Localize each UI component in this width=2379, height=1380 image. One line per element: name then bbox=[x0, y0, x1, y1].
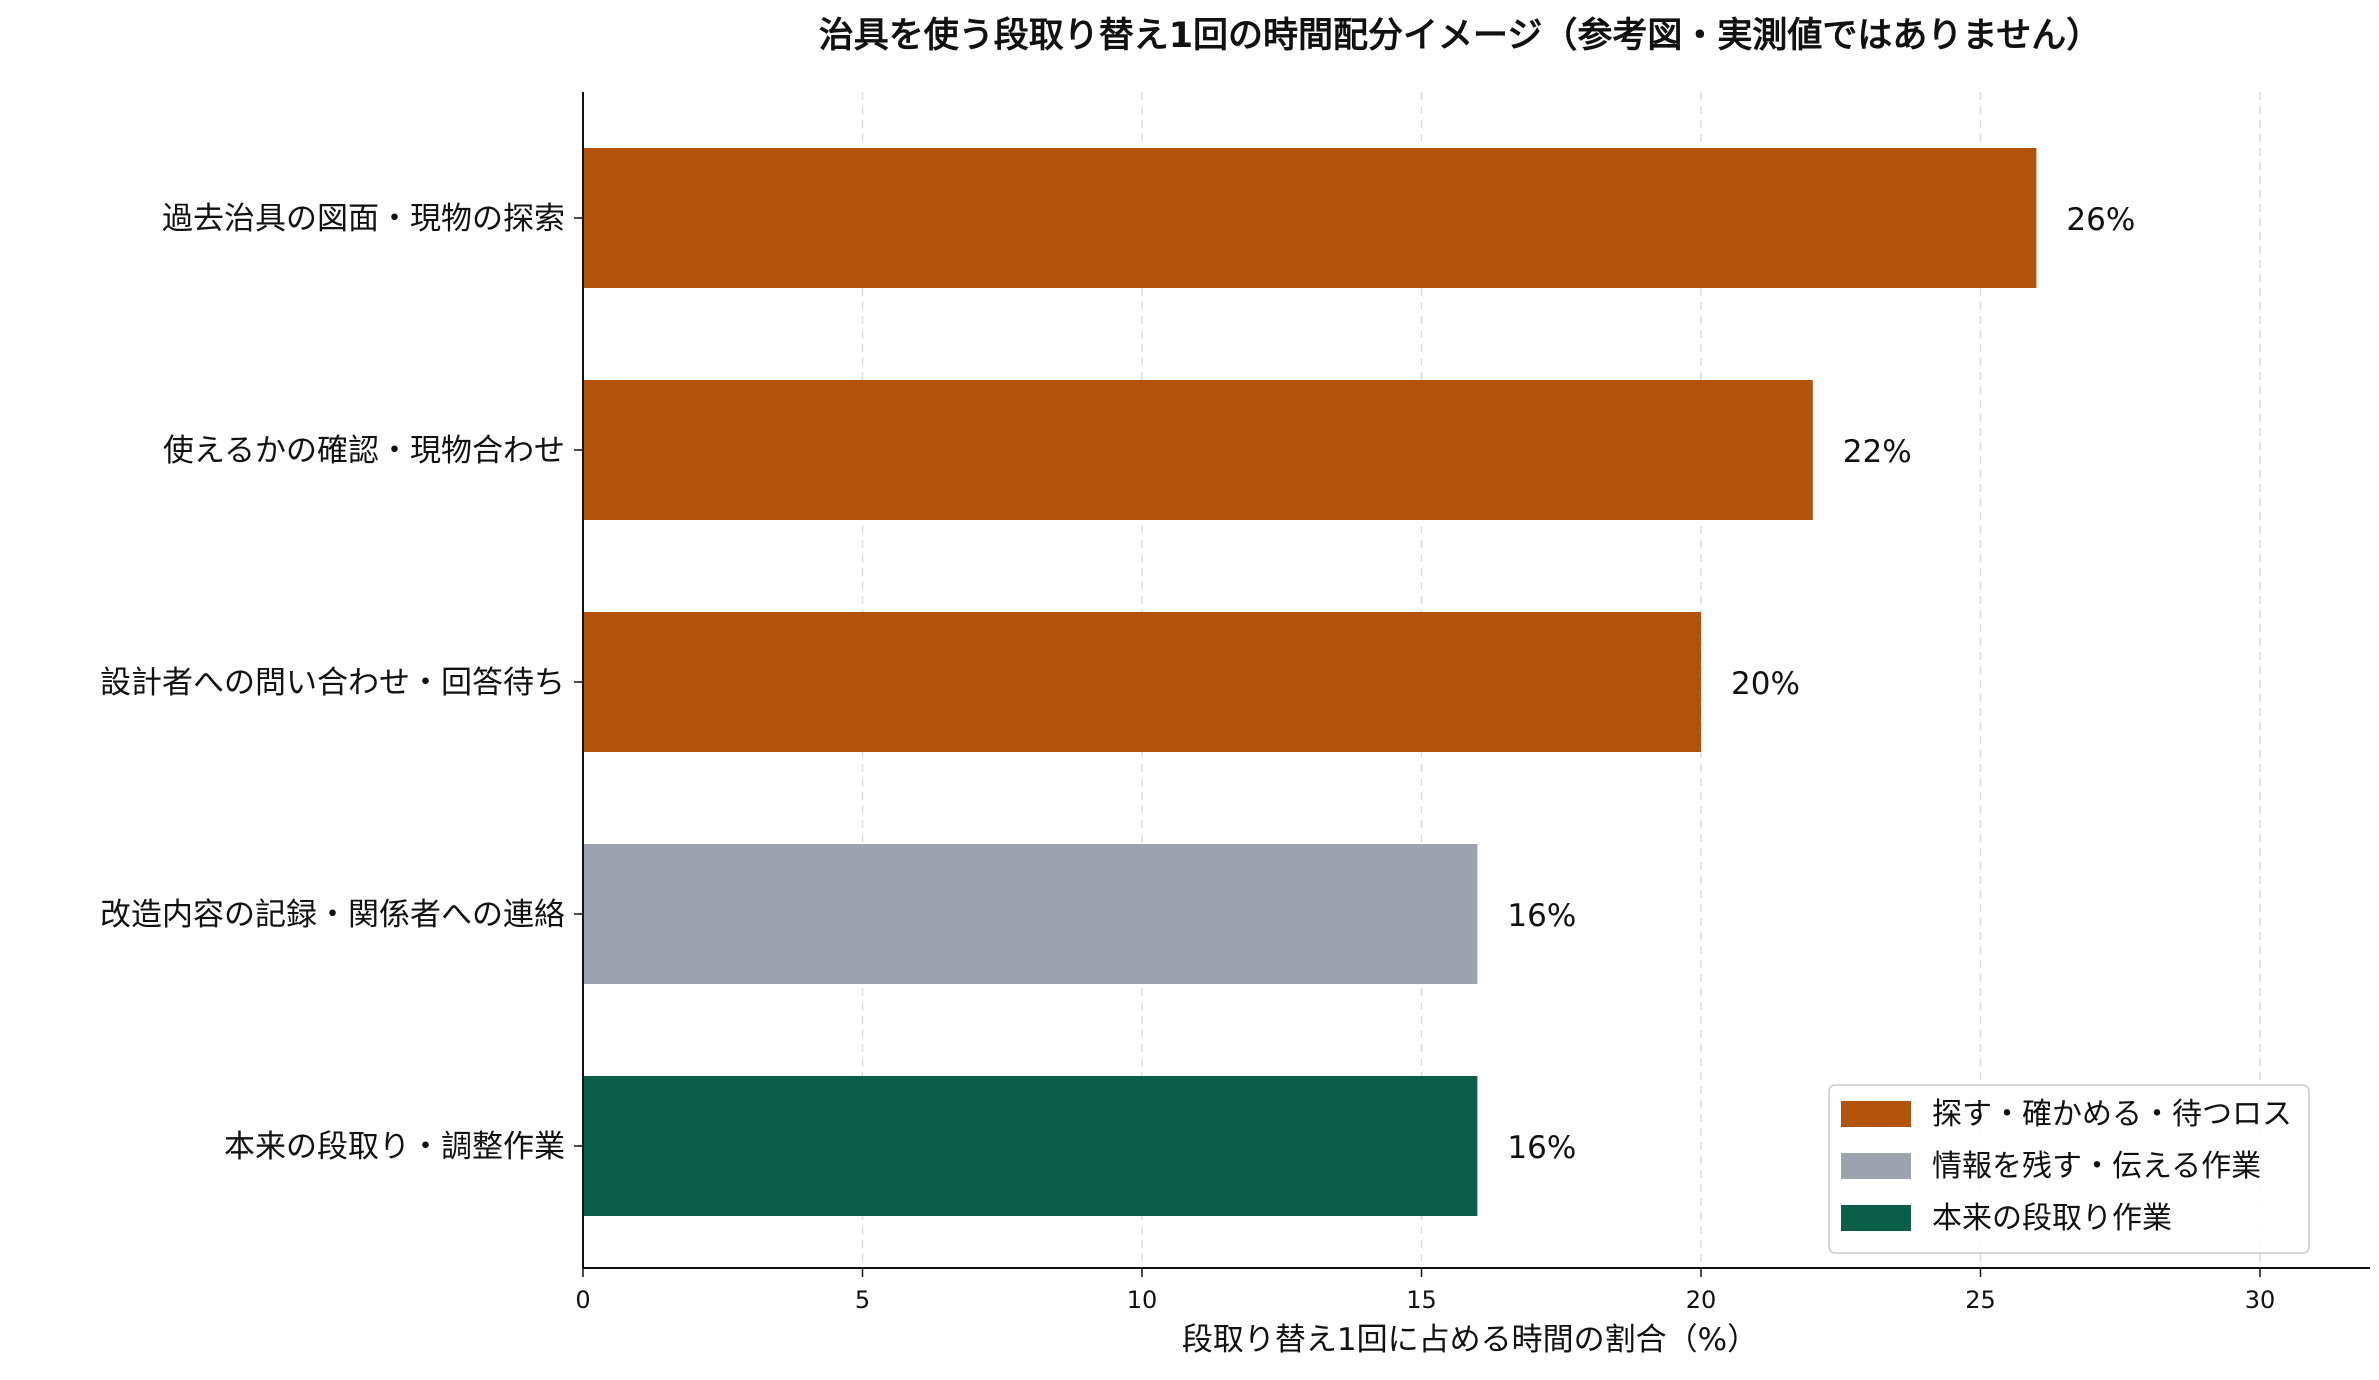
legend-swatch bbox=[1841, 1153, 1911, 1179]
bar-value-label: 16% bbox=[1507, 898, 1576, 934]
x-tick-label: 0 bbox=[575, 1286, 590, 1314]
legend-label: 探す・確かめる・待つロス bbox=[1932, 1097, 2292, 1132]
y-tick-label: 改造内容の記録・関係者への連絡 bbox=[100, 897, 565, 933]
x-axis-ticks: 0 5 10 15 20 25 30 bbox=[575, 1268, 2275, 1314]
legend-label: 情報を残す・伝える作業 bbox=[1932, 1149, 2261, 1184]
bar-value-label: 22% bbox=[1843, 434, 1912, 470]
y-tick-label: 設計者への問い合わせ・回答待ち bbox=[100, 665, 565, 701]
x-axis-label: 段取り替え1回に占める時間の割合（%） bbox=[1182, 1322, 1758, 1358]
legend-swatch bbox=[1841, 1205, 1911, 1231]
bar-value-label: 26% bbox=[2066, 202, 2135, 238]
y-axis-labels: 過去治具の図面・現物の探索使えるかの確認・現物合わせ設計者への問い合わせ・回答待… bbox=[100, 201, 583, 1165]
legend-box bbox=[1828, 1084, 2310, 1254]
bar bbox=[584, 1076, 1478, 1216]
x-tick-label: 25 bbox=[1965, 1286, 1996, 1314]
bar-value-label: 16% bbox=[1507, 1130, 1576, 1166]
y-tick-label: 使えるかの確認・現物合わせ bbox=[163, 433, 565, 469]
bar bbox=[584, 612, 1701, 752]
value-labels: 26% 22% 20% 16% 16% bbox=[1507, 202, 2135, 1166]
y-tick-label: 過去治具の図面・現物の探索 bbox=[162, 201, 565, 237]
axes bbox=[582, 92, 2370, 1269]
x-tick-label: 5 bbox=[855, 1286, 870, 1314]
bars bbox=[584, 148, 2037, 1216]
legend-swatch bbox=[1841, 1101, 1911, 1127]
bar bbox=[584, 844, 1478, 984]
chart-title: 治具を使う段取り替え1回の時間配分イメージ（参考図・実測値ではありません） bbox=[819, 15, 2102, 56]
x-tick-label: 20 bbox=[1686, 1286, 1717, 1314]
legend-label: 本来の段取り作業 bbox=[1932, 1201, 2172, 1236]
x-tick-label: 15 bbox=[1406, 1286, 1437, 1314]
x-tick-label: 30 bbox=[2245, 1286, 2276, 1314]
bar bbox=[584, 380, 1813, 520]
x-tick-label: 10 bbox=[1127, 1286, 1158, 1314]
y-tick-label: 本来の段取り・調整作業 bbox=[224, 1129, 565, 1165]
bar-value-label: 20% bbox=[1731, 666, 1800, 702]
bar bbox=[584, 148, 2037, 288]
